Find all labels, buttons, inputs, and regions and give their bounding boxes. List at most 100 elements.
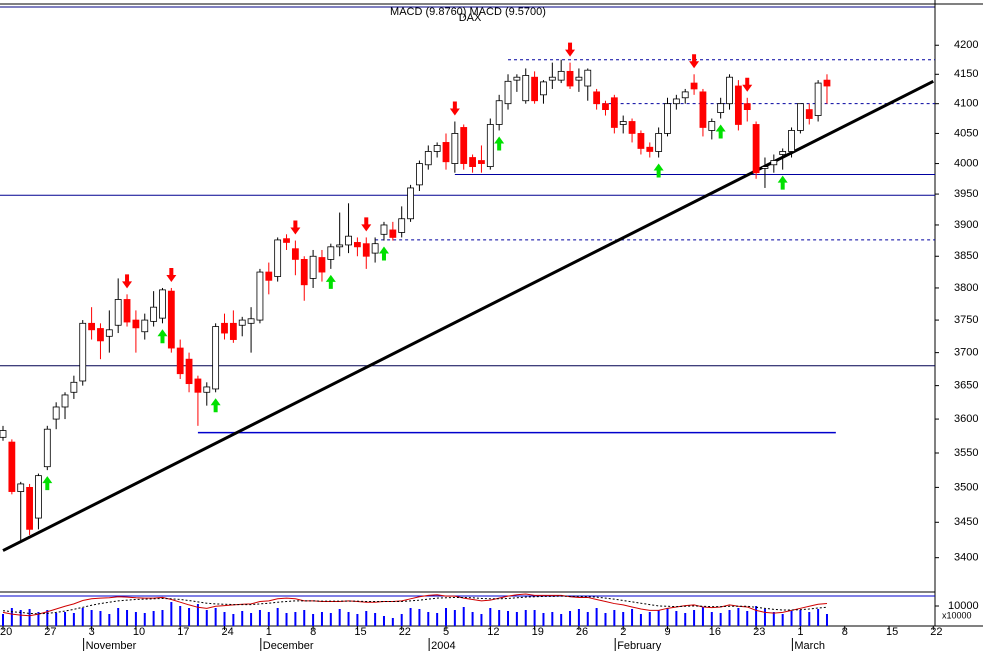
y-tick-label: 3800: [954, 282, 978, 294]
volume-bar: [329, 613, 332, 626]
sell-arrow: [449, 101, 460, 116]
volume-bar: [37, 612, 40, 626]
volume-bar: [285, 613, 288, 626]
y-tick-label: 3850: [954, 250, 978, 262]
volume-bar: [205, 610, 208, 626]
volume-bar: [391, 618, 394, 626]
candle-body: [389, 229, 397, 238]
volume-bar: [569, 611, 572, 626]
candle-body: [664, 103, 671, 134]
volume-bar: [436, 613, 439, 626]
x-tick-label: 1: [797, 626, 803, 638]
candle-body: [531, 76, 538, 102]
volume-bar: [746, 611, 749, 626]
candle-body: [823, 79, 831, 87]
candle-body: [513, 76, 521, 81]
x-tick-label: 17: [177, 626, 189, 638]
candle-body: [8, 441, 16, 492]
volume-bar: [675, 611, 678, 626]
candle-body: [788, 130, 795, 152]
candle-body: [805, 109, 813, 119]
x-tick-label: 2: [620, 626, 626, 638]
candle-body: [167, 290, 175, 349]
volume-bar: [196, 604, 199, 626]
volume-bar: [188, 608, 191, 626]
candle-body: [61, 394, 69, 408]
candle-body: [212, 326, 220, 390]
volume-bar: [117, 608, 120, 626]
y-tick-label: 4150: [954, 68, 978, 80]
candle-body: [185, 358, 193, 385]
candle-body: [451, 133, 459, 164]
volume-bar: [524, 610, 527, 626]
candle-body: [602, 103, 609, 111]
candle-body: [619, 121, 627, 125]
volume-bar: [542, 613, 545, 626]
sell-arrow: [166, 267, 177, 282]
volume-bar: [498, 610, 501, 626]
candle-body: [655, 133, 663, 152]
chart-subtitle: MACD (9.8760) MACD (9.5700): [390, 6, 546, 18]
volume-bar: [480, 614, 483, 626]
candle-body: [814, 82, 822, 116]
month-label: March: [794, 640, 825, 651]
volume-bar: [338, 609, 341, 626]
volume-bar: [613, 610, 616, 626]
candle-body: [593, 91, 601, 105]
volume-bar: [453, 610, 456, 626]
volume-bar: [445, 608, 447, 626]
volume-bar: [312, 614, 315, 626]
candle-body: [229, 322, 237, 340]
y-tick-label: 3450: [954, 516, 978, 528]
volume-bar: [657, 610, 660, 626]
volume-bar: [134, 612, 137, 626]
candle-body: [43, 428, 51, 468]
candle-body: [159, 289, 166, 319]
buy-arrow: [210, 398, 221, 413]
volume-bar: [631, 609, 634, 626]
x-tick-label: 15: [354, 626, 366, 638]
candle-body: [256, 271, 264, 321]
x-tick-label: 5: [443, 626, 449, 638]
candle-body: [672, 98, 680, 105]
volume-bar: [19, 610, 22, 626]
volume-bar: [99, 611, 102, 626]
x-tick-label: 15: [886, 626, 898, 638]
volume-bar: [808, 612, 811, 626]
buy-arrow: [494, 136, 505, 151]
volume-bar: [374, 613, 377, 626]
candle-body: [575, 76, 583, 81]
candle-body: [265, 271, 273, 281]
volume-bar: [515, 612, 518, 626]
x-tick-label: 19: [532, 626, 544, 638]
buy-arrow: [378, 246, 389, 261]
candle-body: [797, 103, 804, 131]
volume-bar: [427, 612, 430, 626]
candle-body: [504, 80, 512, 105]
volume-bar: [90, 610, 93, 626]
candle-body: [469, 157, 476, 167]
candle-body: [637, 133, 645, 149]
indicator-line: [2, 595, 828, 615]
volume-unit: x10000: [942, 610, 972, 620]
candle-body: [291, 248, 299, 260]
volume-bar: [648, 612, 651, 626]
buy-arrow: [653, 163, 664, 178]
chart-title: DAX: [459, 12, 482, 24]
volume-bar: [737, 608, 740, 626]
volume-bar: [347, 612, 350, 626]
volume-tick-label: 10000: [948, 600, 979, 612]
volume-bar: [81, 608, 84, 626]
volume-bar: [781, 614, 784, 626]
candle-body: [0, 430, 7, 438]
y-tick-label: 3400: [954, 552, 978, 564]
y-tick-label: 3600: [954, 413, 978, 425]
volume-bar: [666, 608, 669, 626]
candle-body: [132, 319, 140, 329]
candle-body: [486, 124, 494, 167]
volume-bar: [179, 606, 182, 626]
candle-body: [433, 145, 441, 152]
candle-body: [362, 243, 370, 257]
volume-bar: [639, 614, 642, 626]
